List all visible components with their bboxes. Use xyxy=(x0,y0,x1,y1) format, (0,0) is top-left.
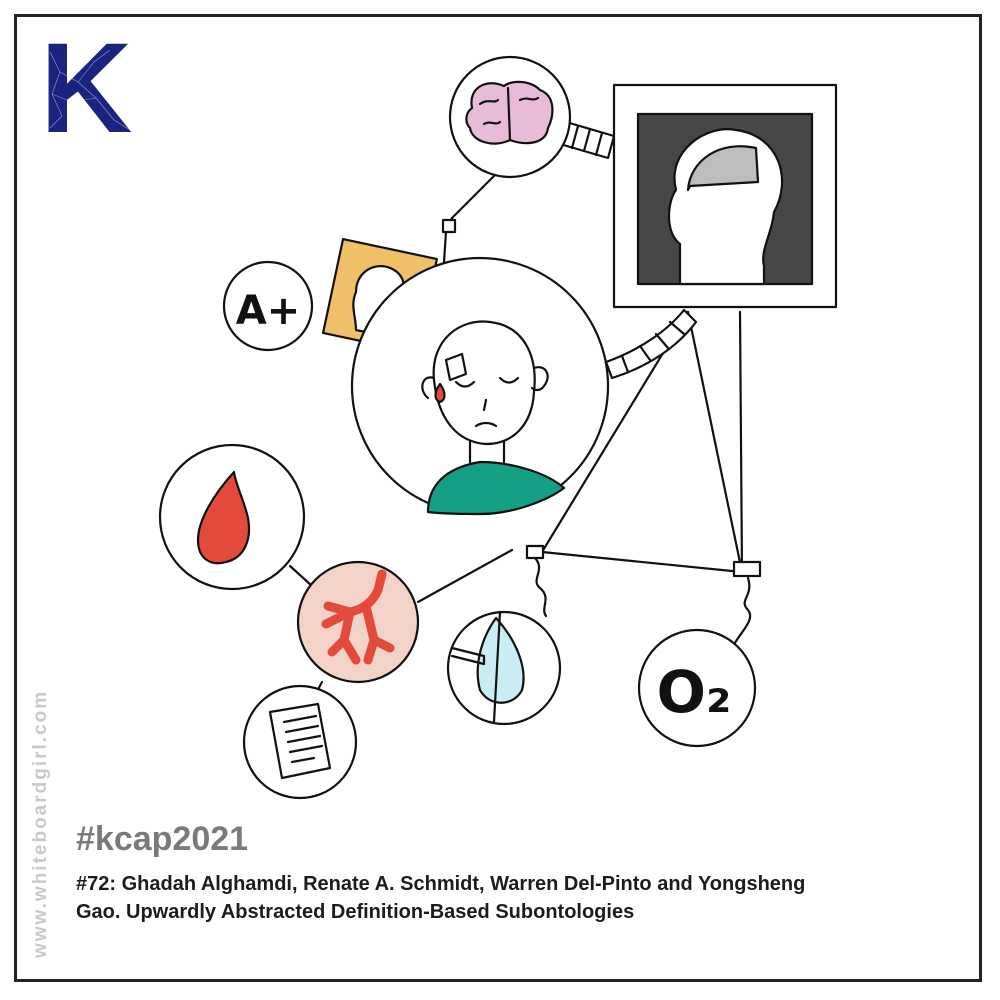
oxygen-mask-node xyxy=(446,610,562,726)
scan-card xyxy=(612,83,838,309)
svg-text:A+: A+ xyxy=(236,288,300,334)
logo-letter: K xyxy=(40,32,132,142)
brain-node xyxy=(448,55,572,179)
caption-line-2: Gao. Upwardly Abstracted Definition-Base… xyxy=(76,901,635,923)
k-logo: K xyxy=(40,32,132,142)
connector-lines xyxy=(288,158,762,710)
blood-drop-node xyxy=(158,443,306,591)
brain-scan-tube xyxy=(558,120,616,160)
hashtag: #kcap2021 xyxy=(76,820,249,858)
svg-text:O₂: O₂ xyxy=(657,658,732,726)
grade-badge: A+ xyxy=(222,260,314,352)
logo-constellation xyxy=(49,49,131,131)
patient-scan-tube xyxy=(604,308,698,380)
caption: #72: Ghadah Alghamdi, Renate A. Schmidt,… xyxy=(76,870,956,926)
caption-line-1: #72: Ghadah Alghamdi, Renate A. Schmidt,… xyxy=(76,873,806,895)
watermark: www.whiteboardgirl.com xyxy=(30,689,51,958)
patient-node xyxy=(350,256,610,516)
document-node xyxy=(242,684,358,800)
oxygen-badge: O₂ xyxy=(637,628,757,748)
bronchi-node xyxy=(296,560,420,684)
